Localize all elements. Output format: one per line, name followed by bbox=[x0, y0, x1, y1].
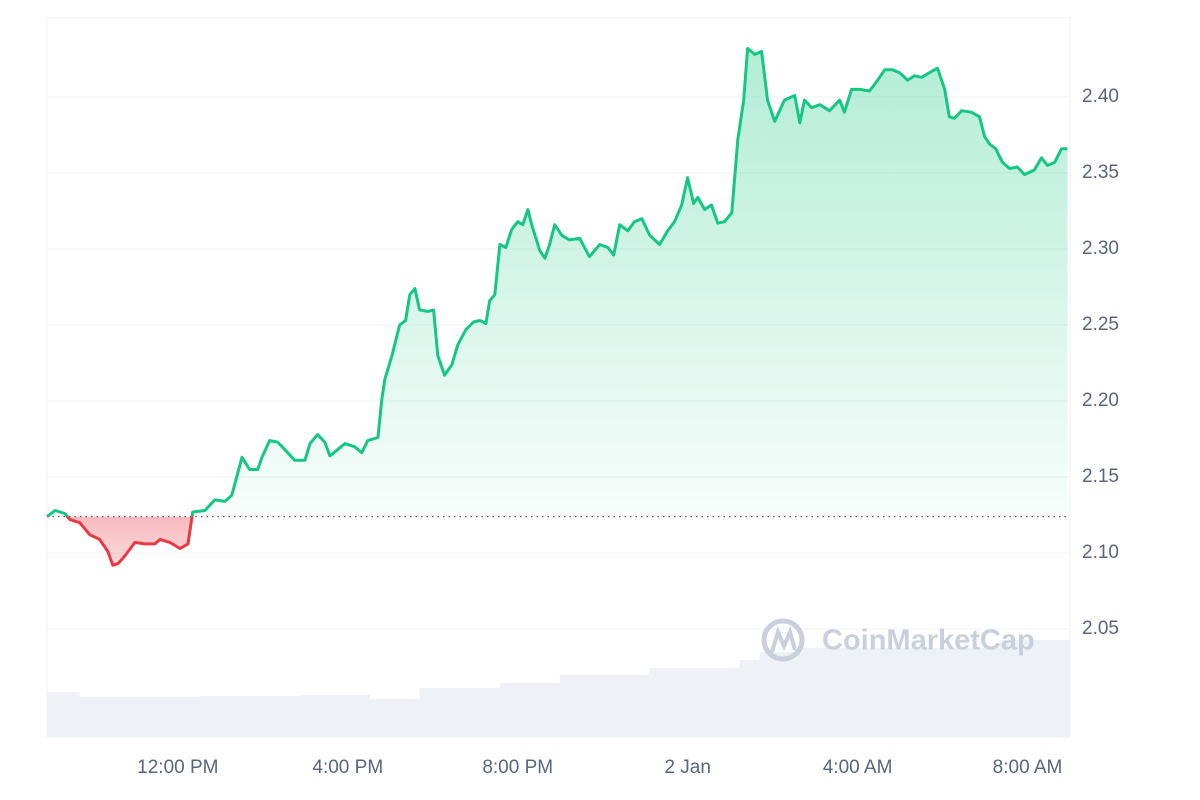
x-tick-label: 2 Jan bbox=[664, 757, 710, 778]
price-area bbox=[47, 48, 1068, 566]
y-tick-label: 2.10 bbox=[1082, 542, 1119, 563]
y-tick-label: 2.05 bbox=[1082, 618, 1119, 639]
y-tick-label: 2.40 bbox=[1082, 86, 1119, 107]
x-tick-label: 8:00 AM bbox=[993, 757, 1063, 778]
x-tick-label: 12:00 PM bbox=[137, 757, 218, 778]
y-tick-label: 2.25 bbox=[1082, 314, 1119, 335]
watermark-text: CoinMarketCap bbox=[822, 625, 1035, 657]
y-tick-label: 2.30 bbox=[1082, 238, 1119, 259]
watermark: CoinMarketCap bbox=[761, 618, 1035, 662]
x-tick-label: 4:00 PM bbox=[312, 757, 383, 778]
y-tick-label: 2.15 bbox=[1082, 466, 1119, 487]
y-tick-label: 2.20 bbox=[1082, 390, 1119, 411]
watermark-logo bbox=[761, 618, 805, 662]
y-tick-label: 2.35 bbox=[1082, 162, 1119, 183]
x-tick-label: 4:00 AM bbox=[823, 757, 893, 778]
volume-area bbox=[47, 636, 1070, 737]
watermark-logo-mark bbox=[770, 625, 797, 653]
x-tick-label: 8:00 PM bbox=[482, 757, 553, 778]
price-line bbox=[46, 46, 1068, 567]
